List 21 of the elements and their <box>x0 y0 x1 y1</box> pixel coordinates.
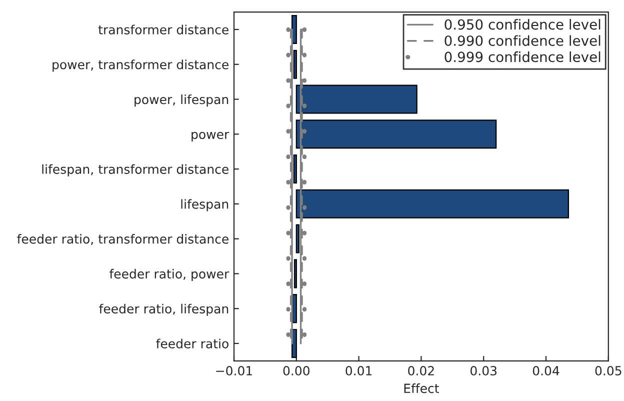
x-tick-label: 0.04 <box>532 366 560 376</box>
y-tick-label: feeder ratio <box>156 338 228 348</box>
x-tick-label: 0.03 <box>470 366 497 376</box>
legend-label: 0.999 confidence level <box>444 51 600 62</box>
y-tick-label: feeder ratio, power <box>110 268 230 282</box>
x-tick-label: 0.01 <box>346 366 372 376</box>
legend-label: 0.950 confidence level <box>444 18 600 30</box>
x-tick-label: 0.02 <box>408 366 434 376</box>
y-tick-label: power, transformer distance <box>52 60 228 72</box>
y-tick-label: lifespan <box>181 199 228 212</box>
x-tick-label: 0.00 <box>283 366 310 376</box>
y-tick-label: power, lifespan <box>134 94 228 107</box>
x-tick-label: −0.01 <box>216 366 252 376</box>
y-tick-label: transformer distance <box>98 24 228 34</box>
y-tick-label: feeder ratio, transformer distance <box>17 234 228 245</box>
x-axis-title: Effect <box>404 383 439 394</box>
y-tick-label: lifespan, transformer distance <box>42 164 228 176</box>
y-tick-label: feeder ratio, lifespan <box>99 304 228 316</box>
x-tick-label: 0.05 <box>595 366 622 376</box>
legend-label: 0.990 confidence level <box>444 35 600 46</box>
y-tick-label: power <box>192 132 230 142</box>
